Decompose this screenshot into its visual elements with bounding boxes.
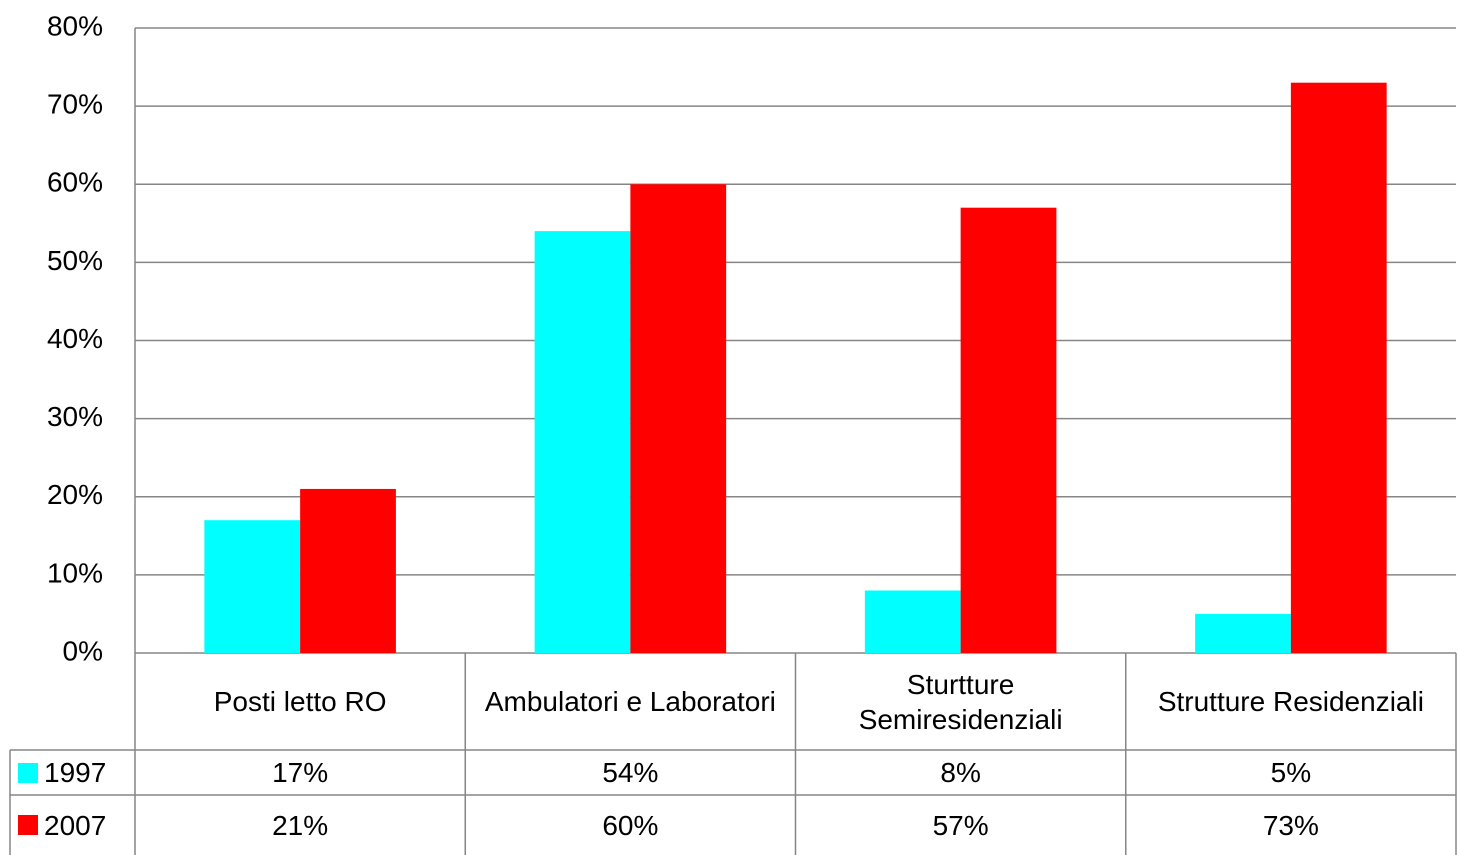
table-value: 54% [602,757,659,788]
table-value: 8% [940,757,981,788]
y-tick-label: 10% [47,557,103,588]
table-value: 17% [272,757,329,788]
bar [1290,82,1387,653]
y-tick-label: 30% [47,401,103,432]
table-value: 21% [272,809,329,841]
y-tick-label: 50% [47,245,103,276]
legend-label: 2007 [44,809,107,841]
bar [534,231,631,653]
table-value: 5% [1270,757,1312,788]
y-tick-label: 70% [47,89,103,120]
category-label: Strutture Residenziali [1157,686,1424,717]
bar [204,520,301,653]
bar [1195,613,1291,653]
y-tick-label: 60% [47,167,103,198]
legend-label: 1997 [44,757,107,788]
bar [864,590,961,653]
bar [630,184,727,653]
y-tick-label: 80% [47,10,103,41]
legend-swatch [18,762,38,783]
legend-entry: 2007 [10,795,135,855]
legend-swatch [18,815,38,835]
category-label: Sturtture Semiresidenziali [858,668,1063,735]
legend-entry: 1997 [10,750,135,795]
category-label: Posti letto RO [213,686,387,717]
bar [960,207,1057,653]
y-tick-label: 20% [47,479,103,510]
bar [300,488,396,653]
y-tick-label: 0% [63,635,103,666]
table-value: 57% [932,809,989,841]
category-label: Ambulatori e Laboratori [484,686,776,717]
y-tick-label: 40% [47,323,103,354]
table-value: 60% [602,809,659,841]
table-value: 73% [1262,809,1319,841]
